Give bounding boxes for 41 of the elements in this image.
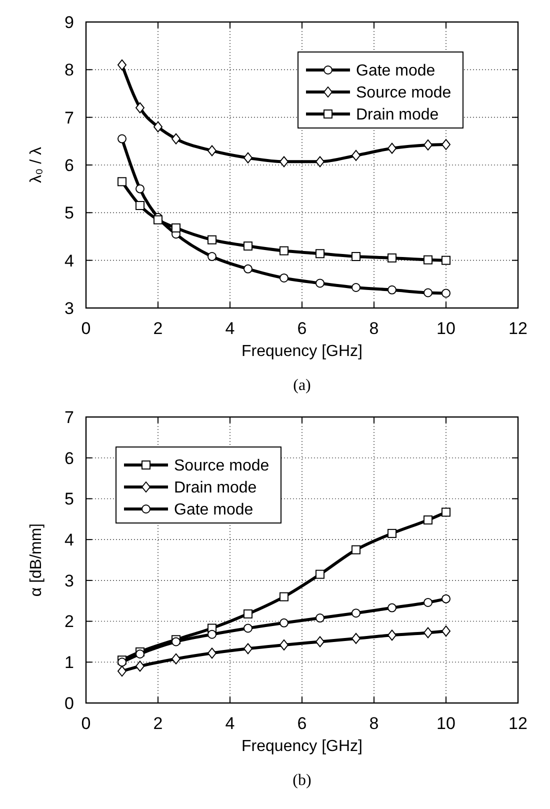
- y-tick-label: 5: [64, 490, 74, 509]
- x-tick-label: 8: [369, 714, 379, 733]
- y-tick-label: 1: [64, 653, 74, 672]
- x-tick-label: 2: [153, 714, 163, 733]
- x-tick-label: 10: [436, 319, 456, 338]
- y-tick-label: 8: [64, 60, 74, 80]
- legend-label: Gate mode: [356, 62, 436, 80]
- y-tick-label: 9: [64, 12, 74, 32]
- y-tick-label: 4: [64, 251, 74, 270]
- x-tick-label: 4: [225, 714, 235, 733]
- x-tick-label: 0: [81, 319, 91, 338]
- legend-label: Drain mode: [174, 480, 257, 497]
- x-axis-title: Frequency [GHz]: [242, 738, 362, 755]
- x-tick-label: 0: [81, 714, 91, 733]
- x-tick-label: 6: [297, 714, 307, 733]
- y-tick-label: 7: [64, 408, 74, 427]
- x-tick-label: 8: [369, 319, 379, 338]
- x-tick-label: 10: [436, 714, 456, 733]
- y-axis-title: α [dB/mm]: [28, 523, 45, 597]
- y-axis-title: λ₀ / λ: [28, 147, 45, 183]
- x-axis-title: Frequency [GHz]: [242, 343, 362, 360]
- y-tick-label: 4: [64, 530, 74, 550]
- y-tick-label: 6: [64, 156, 74, 175]
- y-tick-label: 3: [64, 571, 74, 590]
- x-tick-label: 2: [153, 319, 163, 338]
- y-tick-label: 3: [64, 298, 74, 318]
- legend-label: Source mode: [174, 458, 270, 475]
- text: (b): [292, 772, 312, 789]
- y-tick-label: 6: [64, 448, 74, 468]
- y-tick-label: 7: [64, 108, 74, 128]
- x-tick-label: 4: [225, 319, 235, 338]
- x-tick-label: 12: [508, 319, 528, 338]
- x-tick-label: 12: [508, 714, 528, 733]
- legend-label: Source mode: [356, 84, 452, 102]
- legend-label: Drain mode: [356, 106, 439, 124]
- y-tick-label: 5: [64, 204, 74, 223]
- y-tick-label: 0: [64, 694, 74, 713]
- legend-label: Gate mode: [174, 502, 254, 519]
- x-tick-label: 6: [297, 319, 307, 338]
- text: (a): [293, 377, 311, 394]
- y-tick-label: 2: [64, 612, 74, 632]
